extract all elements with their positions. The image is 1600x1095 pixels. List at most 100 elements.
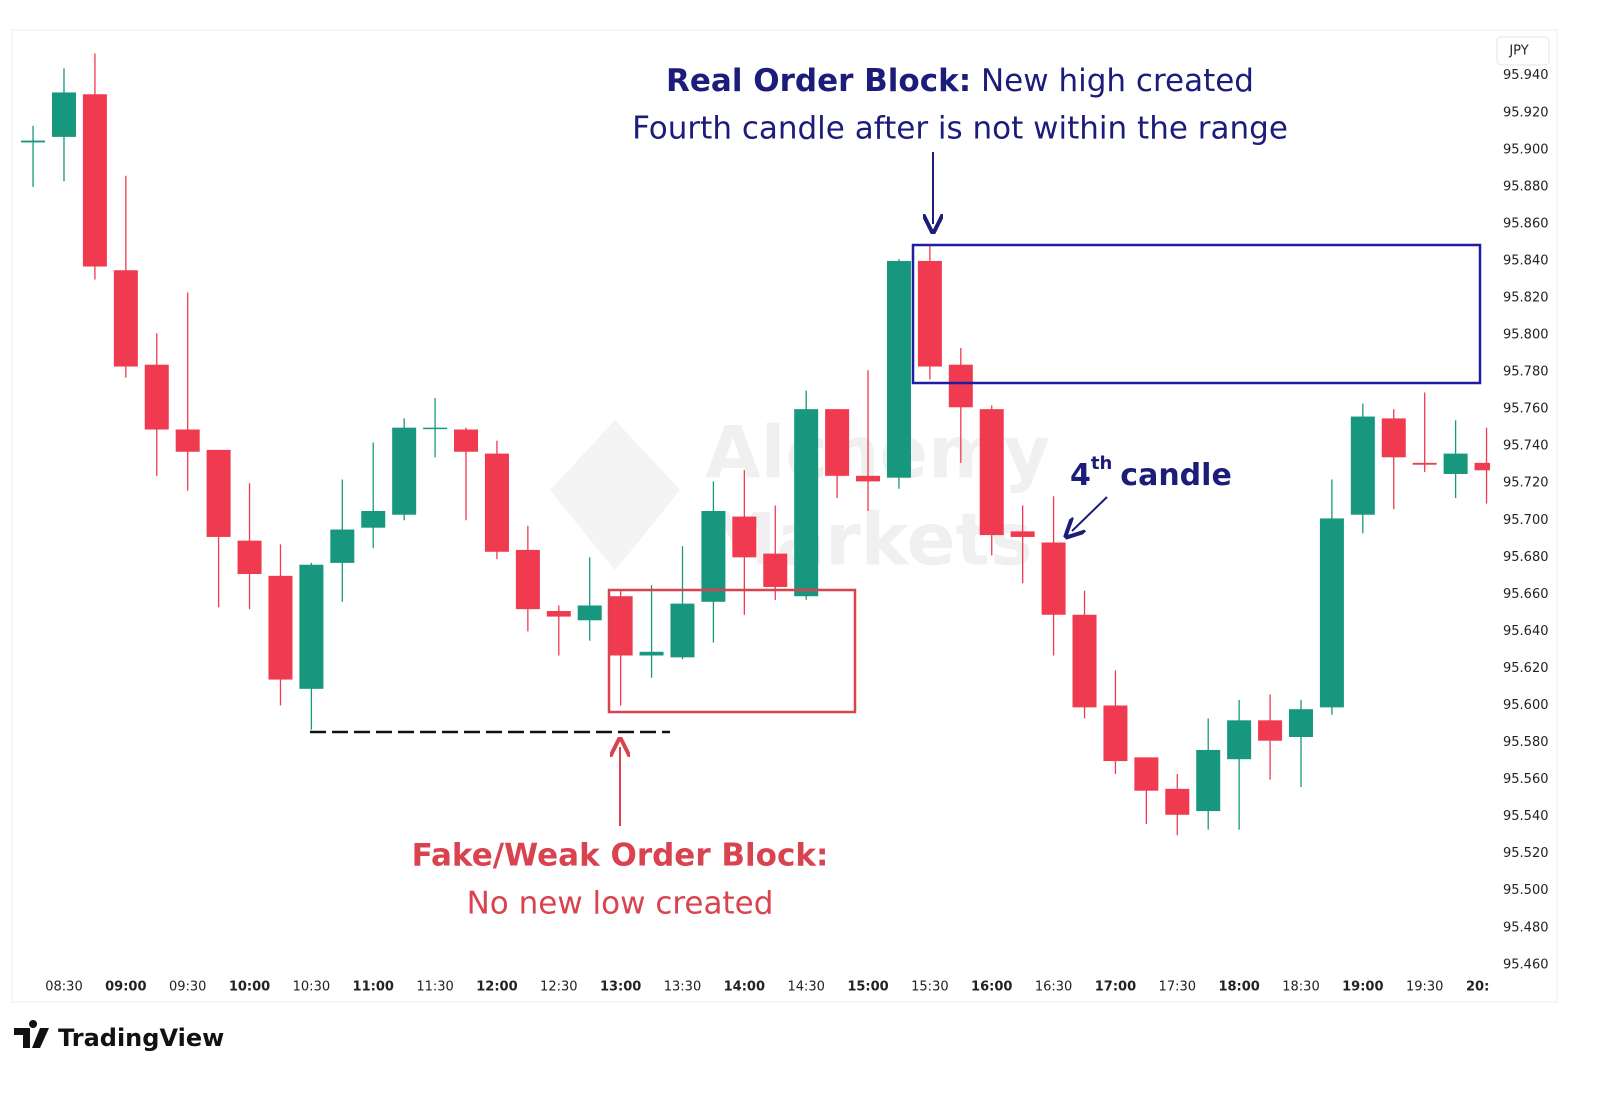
candle-body xyxy=(113,270,138,367)
candle-body xyxy=(1041,542,1066,615)
x-tick-label: 19:00 xyxy=(1342,980,1383,995)
candle-body xyxy=(639,651,664,656)
brand-logo xyxy=(14,1020,49,1048)
candle-body xyxy=(763,553,788,587)
watermark-text: Markets xyxy=(705,498,1033,582)
annotation: Real Order Block: New high created xyxy=(666,63,1254,99)
candle-body xyxy=(423,427,448,430)
candle-body xyxy=(1319,518,1344,708)
candle-body xyxy=(51,92,76,137)
candle-body xyxy=(361,511,386,528)
axes: 95.940 95.920 95.900 95.880 95.860 95.840 95.8… xyxy=(45,68,1548,994)
x-tick-label: 11:30 xyxy=(416,980,453,995)
candle-body xyxy=(144,364,169,430)
candle-body xyxy=(515,549,540,610)
x-tick-label: 16:30 xyxy=(1035,980,1072,995)
candle-body xyxy=(608,596,633,656)
candle-body xyxy=(1103,705,1128,762)
x-tick-label: 08:30 xyxy=(45,980,82,995)
candle-body xyxy=(268,575,293,680)
y-tick-label: 95.580 xyxy=(1503,735,1549,750)
y-tick-label: 95.860 xyxy=(1503,216,1549,231)
candle-body xyxy=(577,605,602,621)
candle-body xyxy=(454,429,479,452)
candle-body xyxy=(175,429,200,452)
x-tick-label: 14:30 xyxy=(787,980,824,995)
candle-body xyxy=(1381,418,1406,458)
candle-body xyxy=(1474,462,1490,471)
y-tick-label: 95.760 xyxy=(1503,402,1549,417)
y-tick-label: 95.900 xyxy=(1503,142,1549,157)
y-tick-label: 95.660 xyxy=(1503,587,1549,602)
candle-body xyxy=(1072,614,1097,708)
y-tick-label: 95.620 xyxy=(1503,661,1549,676)
y-tick-label: 95.460 xyxy=(1503,957,1549,972)
x-tick-label: 10:00 xyxy=(229,980,270,995)
candle-body xyxy=(484,453,509,552)
annotation-text: New high created xyxy=(981,63,1254,99)
chart-frame xyxy=(11,29,1558,1003)
x-tick-label: 09:00 xyxy=(105,980,146,995)
annotation: 4th candle xyxy=(1070,453,1232,493)
x-tick-label: 13:30 xyxy=(664,980,701,995)
y-tick-label: 95.840 xyxy=(1503,253,1549,268)
candle-body xyxy=(825,409,850,476)
annotation-text: candle xyxy=(1120,458,1232,493)
annotation-note: Fourth candle after is not within the ra… xyxy=(632,111,1288,147)
x-tick-label: 18:00 xyxy=(1218,980,1259,995)
y-tick-label: 95.540 xyxy=(1503,809,1549,824)
x-tick-label: 09:30 xyxy=(169,980,206,995)
y-tick-label: 95.500 xyxy=(1503,883,1549,898)
x-tick-label: 15:00 xyxy=(847,980,888,995)
annotation-title: Real Order Block: xyxy=(666,63,971,99)
candle-body xyxy=(979,409,1004,536)
candle-body xyxy=(1165,788,1190,815)
y-tick-label: 95.680 xyxy=(1503,550,1549,565)
candle-body xyxy=(82,94,107,267)
candle-body xyxy=(1010,531,1035,537)
y-tick-label: 95.920 xyxy=(1503,105,1549,120)
candle-body xyxy=(392,427,417,515)
candle-body xyxy=(886,260,911,478)
x-tick-label: 14:00 xyxy=(724,980,765,995)
y-tick-label: 95.700 xyxy=(1503,513,1549,528)
x-tick-label: 20:00 xyxy=(1466,980,1507,995)
candle-body xyxy=(1227,720,1252,760)
candle-body xyxy=(1288,709,1313,737)
candle-body xyxy=(732,516,757,558)
candle-body xyxy=(237,540,262,574)
y-tick-label: 95.800 xyxy=(1503,328,1549,343)
candle-body xyxy=(856,475,881,482)
watermark: Alchemy Markets xyxy=(550,411,1050,582)
candle-body xyxy=(206,449,231,537)
y-tick-label: 95.480 xyxy=(1503,920,1549,935)
candle-body xyxy=(546,611,571,617)
candle-body xyxy=(794,409,819,597)
candle-body xyxy=(21,140,46,143)
currency: JPY xyxy=(1508,44,1528,59)
candle-body xyxy=(917,260,942,367)
brand: TradingView xyxy=(58,1024,224,1052)
y-tick-label: 95.820 xyxy=(1503,291,1549,306)
candle-body xyxy=(948,364,973,408)
x-tick-label: 12:00 xyxy=(476,980,517,995)
candle-body xyxy=(701,511,726,602)
y-tick-label: 95.720 xyxy=(1503,476,1549,491)
y-tick-label: 95.520 xyxy=(1503,846,1549,861)
candle-body xyxy=(1258,720,1283,741)
fake-order-block-box xyxy=(607,588,857,714)
y-tick-label: 95.780 xyxy=(1503,365,1549,380)
x-tick-label: 19:30 xyxy=(1406,980,1443,995)
x-tick-label: 18:30 xyxy=(1282,980,1319,995)
x-tick-label: 13:00 xyxy=(600,980,641,995)
candle-body xyxy=(1196,749,1221,812)
x-tick-label: 10:30 xyxy=(293,980,330,995)
y-tick-label: 95.940 xyxy=(1503,68,1549,83)
candles xyxy=(21,53,1490,836)
y-tick-label: 95.740 xyxy=(1503,439,1549,454)
candle-body xyxy=(670,603,695,658)
annotation-num: 4 xyxy=(1070,458,1091,493)
annotation-title: Fake/Weak Order Block: xyxy=(412,838,829,874)
candle-body xyxy=(1412,462,1437,465)
